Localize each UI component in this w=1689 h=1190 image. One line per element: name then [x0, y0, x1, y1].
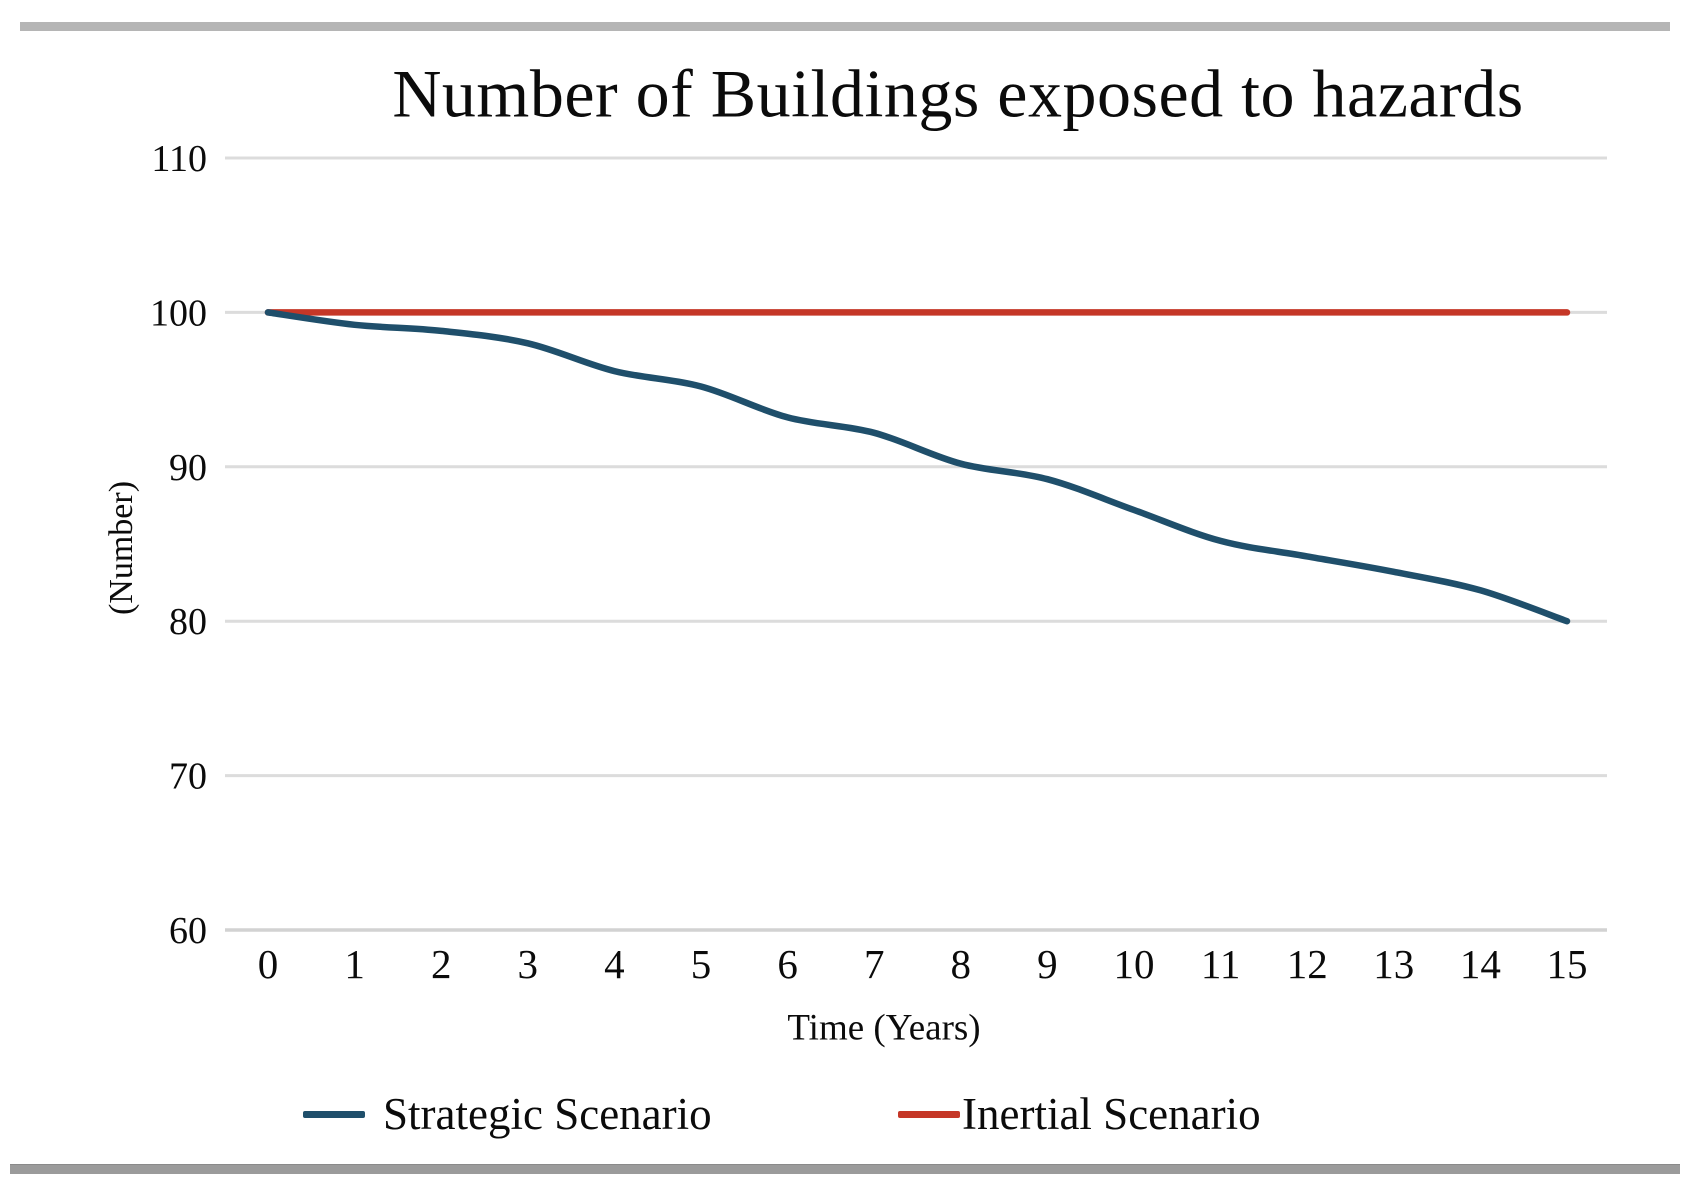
x-tick-label-9: 9	[1037, 941, 1058, 987]
top-divider-rule	[20, 22, 1670, 31]
x-tick-label-14: 14	[1460, 941, 1501, 987]
x-tick-label-15: 15	[1547, 941, 1588, 987]
x-axis-title: Time (Years)	[787, 1007, 981, 1049]
x-tick-label-0: 0	[258, 941, 279, 987]
legend-item-strategic-scenario: Strategic Scenario	[303, 1086, 712, 1142]
legend-label-strategic: Strategic Scenario	[383, 1089, 712, 1139]
y-tick-label-90: 90	[169, 447, 207, 489]
x-tick-label-12: 12	[1287, 941, 1328, 987]
x-tick-label-2: 2	[431, 941, 452, 987]
legend-item-inertial-scenario: Inertial Scenario	[898, 1086, 1261, 1142]
x-tick-label-1: 1	[344, 941, 365, 987]
y-tick-label-80: 80	[169, 601, 207, 643]
x-tick-label-5: 5	[691, 941, 712, 987]
legend-label-inertial: Inertial Scenario	[962, 1089, 1261, 1139]
x-tick-label-6: 6	[777, 941, 798, 987]
inertial-line-swatch-icon	[898, 1110, 960, 1118]
y-tick-label-100: 100	[150, 292, 207, 334]
x-tick-label-10: 10	[1114, 941, 1155, 987]
chart-title: Number of Buildings exposed to hazards	[392, 55, 1524, 132]
x-tick-label-11: 11	[1201, 941, 1240, 987]
x-tick-label-7: 7	[864, 941, 885, 987]
y-tick-label-70: 70	[169, 756, 207, 798]
legend: Strategic Scenario Inertial Scenario	[0, 1086, 1689, 1142]
y-tick-label-60: 60	[169, 910, 207, 952]
x-tick-label-13: 13	[1373, 941, 1414, 987]
x-tick-label-4: 4	[604, 941, 625, 987]
bottom-divider-rule	[10, 1164, 1680, 1174]
y-tick-label-110: 110	[151, 138, 207, 180]
x-tick-label-3: 3	[518, 941, 539, 987]
x-tick-label-8: 8	[951, 941, 972, 987]
strategic-line-swatch-icon	[303, 1110, 365, 1118]
series-line-strategic-scenario	[264, 309, 1571, 625]
